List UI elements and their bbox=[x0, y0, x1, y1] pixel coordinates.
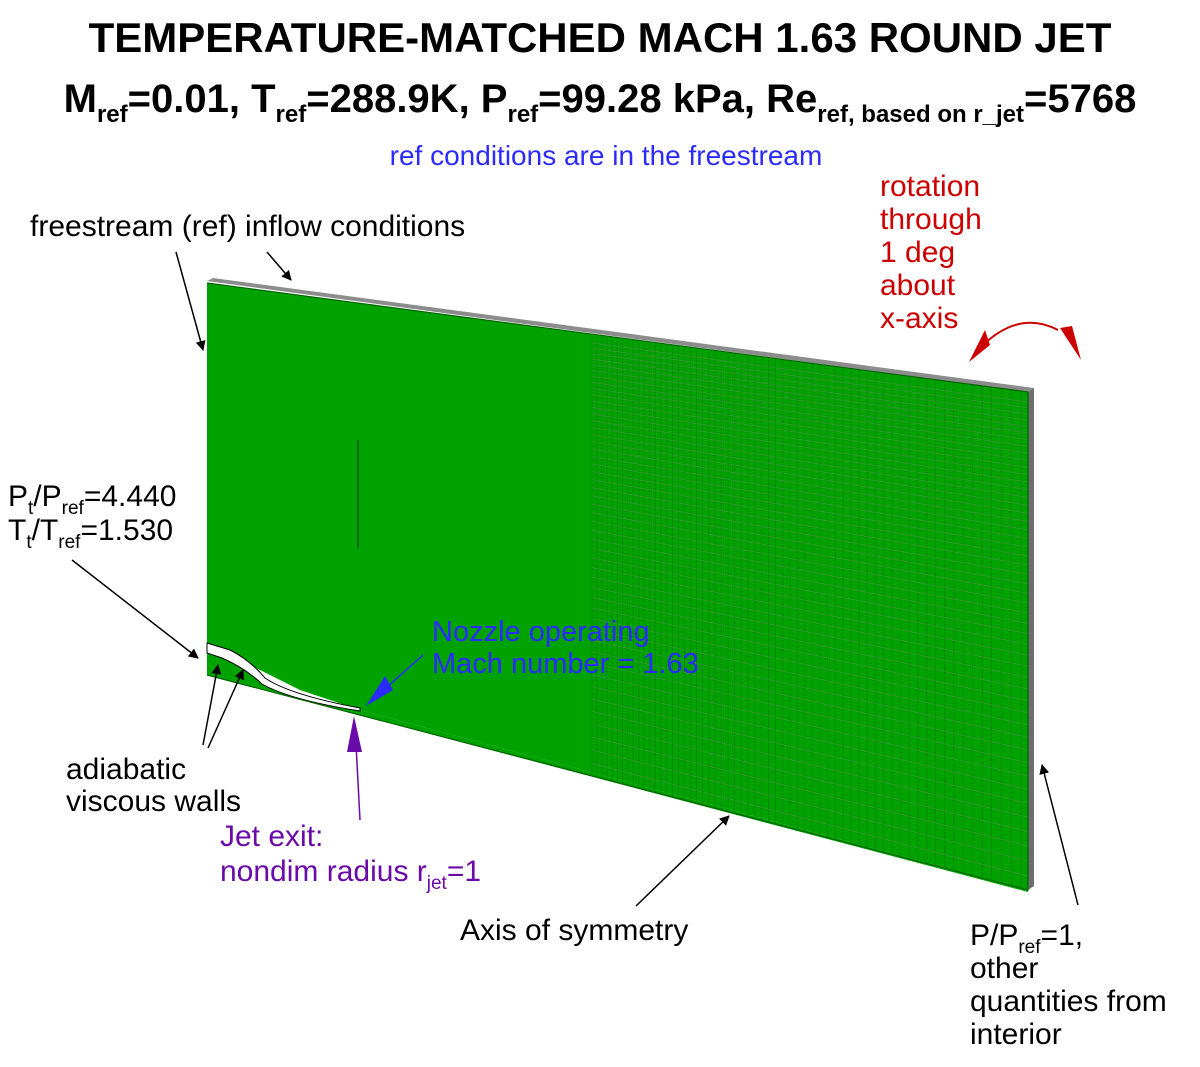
grid-line-horizontal bbox=[591, 463, 1029, 539]
jet-exit-label-1: Jet exit: bbox=[220, 820, 323, 853]
annotation-arrows bbox=[71, 251, 1079, 907]
grid-line-horizontal bbox=[591, 723, 1029, 832]
outflow-label-4: interior bbox=[970, 1018, 1062, 1051]
grid-line-horizontal bbox=[591, 662, 1029, 764]
grid-line-horizontal bbox=[591, 763, 1029, 877]
nozzle-wall-gap bbox=[206, 642, 361, 712]
grid-line-horizontal bbox=[591, 548, 1029, 635]
computational-mesh bbox=[206, 278, 1034, 892]
grid-line-horizontal bbox=[591, 348, 1029, 409]
svg-text:through: through bbox=[880, 203, 982, 236]
mesh-right-edge bbox=[1028, 388, 1034, 890]
grid-line-horizontal bbox=[591, 557, 1029, 645]
grid-line-horizontal bbox=[591, 376, 1029, 440]
rotation-label: rotation through 1 deg about x-axis bbox=[880, 170, 982, 335]
grid-line-horizontal bbox=[591, 471, 1029, 548]
grid-line-horizontal bbox=[591, 420, 1029, 490]
grid-line-horizontal bbox=[591, 427, 1029, 498]
grid-line-horizontal bbox=[591, 711, 1029, 818]
grid-line-horizontal bbox=[591, 640, 1029, 738]
mesh-top-edge bbox=[207, 278, 1034, 392]
svg-text:1 deg: 1 deg bbox=[880, 236, 955, 269]
axis-arrow bbox=[635, 815, 730, 907]
grid-line-horizontal bbox=[591, 512, 1029, 594]
wall-arrow-2 bbox=[207, 669, 244, 749]
total-temperature-ratio: Tt/Tref=1.530 bbox=[8, 514, 173, 553]
grid-line-horizontal bbox=[591, 370, 1029, 434]
grid-line-horizontal bbox=[591, 456, 1029, 531]
outflow-label-3: quantities from bbox=[970, 985, 1167, 1018]
wall-arrow-1 bbox=[202, 664, 222, 746]
grid-line-horizontal bbox=[591, 503, 1029, 585]
rotation-arrow bbox=[969, 321, 1081, 362]
grid-line-horizontal bbox=[591, 479, 1029, 557]
axis-label: Axis of symmetry bbox=[460, 914, 688, 947]
grid-line-horizontal bbox=[591, 577, 1029, 667]
svg-text:about: about bbox=[880, 269, 956, 302]
svg-text:rotation: rotation bbox=[880, 170, 980, 203]
freestream-arrow-1 bbox=[175, 251, 206, 351]
grid-line-horizontal bbox=[591, 567, 1029, 656]
grid-line-horizontal bbox=[591, 686, 1029, 790]
grid-line-horizontal bbox=[591, 736, 1029, 847]
grid-line-horizontal bbox=[591, 394, 1029, 461]
outflow-label-2: other bbox=[970, 952, 1038, 985]
reference-conditions: Mref=0.01, Tref=288.9K, Pref=99.28 kPa, … bbox=[64, 77, 1137, 128]
nozzle-mach-label-1: Nozzle operating bbox=[432, 616, 650, 648]
freestream-label: freestream (ref) inflow conditions bbox=[30, 210, 465, 243]
grid-line-horizontal bbox=[591, 539, 1029, 624]
grid-line-horizontal bbox=[591, 495, 1029, 575]
grid-line-horizontal bbox=[591, 618, 1029, 713]
grid-line-horizontal bbox=[591, 521, 1029, 604]
mesh-outline bbox=[206, 282, 1029, 891]
grid-line-horizontal bbox=[591, 413, 1029, 483]
grid-line-horizontal bbox=[591, 342, 1029, 403]
grid-line-horizontal bbox=[591, 353, 1029, 415]
page-title: TEMPERATURE-MATCHED MACH 1.63 ROUND JET bbox=[89, 14, 1112, 61]
grid-line-horizontal bbox=[591, 382, 1029, 447]
grid-line-horizontal bbox=[591, 434, 1029, 506]
outflow-label-1: P/Pref=1, bbox=[970, 919, 1083, 958]
grid-line-horizontal bbox=[591, 587, 1029, 678]
grid-line-horizontal bbox=[591, 487, 1029, 566]
grid-line-horizontal bbox=[591, 364, 1029, 427]
grid-line-horizontal bbox=[591, 629, 1029, 726]
walls-label-2: viscous walls bbox=[66, 785, 241, 818]
grid-line-horizontal bbox=[591, 607, 1029, 701]
ref-conditions-note: ref conditions are in the freestream bbox=[390, 140, 823, 171]
svg-text:x-axis: x-axis bbox=[880, 302, 958, 335]
grid-line-horizontal bbox=[591, 698, 1029, 804]
grid-line-horizontal bbox=[591, 749, 1029, 862]
walls-label-1: adiabatic bbox=[66, 753, 186, 786]
nozzle-mach-label-2: Mach number = 1.63 bbox=[432, 648, 699, 680]
grid-line-horizontal bbox=[591, 441, 1029, 514]
grid-line-horizontal bbox=[591, 674, 1029, 777]
mesh-grid-lines bbox=[591, 334, 1029, 889]
freestream-arrow-2 bbox=[266, 251, 292, 281]
inflow-nozzle-arrow bbox=[71, 559, 199, 659]
total-pressure-ratio: Pt/Pref=4.440 bbox=[8, 480, 176, 519]
grid-line-horizontal bbox=[591, 358, 1029, 421]
outflow-arrow bbox=[1039, 764, 1079, 906]
grid-line-horizontal bbox=[591, 448, 1029, 522]
grid-line-horizontal bbox=[591, 651, 1029, 751]
grid-line-horizontal bbox=[591, 400, 1029, 468]
grid-line-horizontal bbox=[591, 388, 1029, 454]
jet-exit-label-2: nondim radius rjet=1 bbox=[220, 855, 481, 894]
grid-line-horizontal bbox=[591, 530, 1029, 614]
grid-line-horizontal bbox=[591, 597, 1029, 690]
grid-line-horizontal bbox=[591, 407, 1029, 475]
